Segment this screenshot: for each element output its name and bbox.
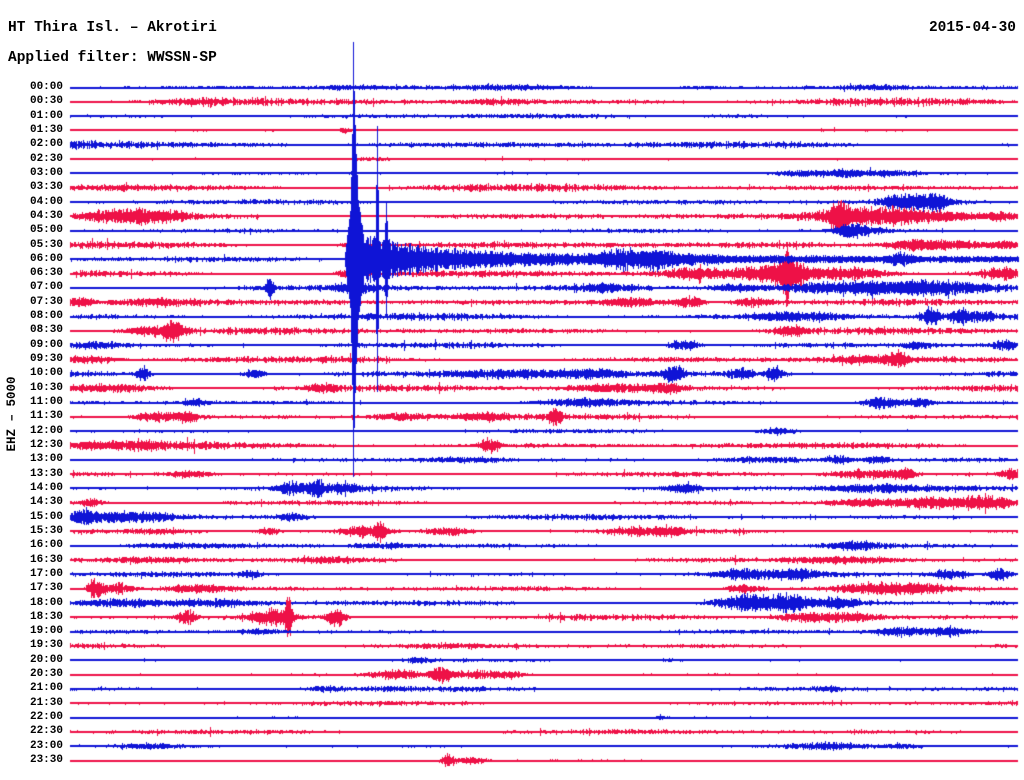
time-label: 03:00 — [29, 166, 63, 179]
time-label: 10:00 — [29, 367, 63, 380]
time-label: 12:30 — [29, 439, 63, 451]
time-label: 11:00 — [29, 396, 63, 409]
time-label: 09:00 — [29, 338, 63, 351]
time-label: 17:00 — [29, 567, 63, 580]
time-label: 13:30 — [29, 467, 63, 480]
time-label: 15:30 — [29, 524, 63, 537]
time-label: 21:30 — [29, 696, 63, 709]
time-label: 22:00 — [29, 711, 63, 724]
time-label: 18:30 — [29, 610, 63, 623]
time-label: 16:30 — [29, 553, 63, 566]
time-label: 04:00 — [29, 195, 63, 208]
time-label: 17:30 — [29, 582, 63, 595]
time-label: 19:30 — [29, 639, 63, 652]
time-label: 14:00 — [29, 481, 63, 494]
time-label: 18:00 — [29, 596, 63, 609]
time-label: 19:00 — [29, 625, 63, 638]
time-label: 07:00 — [29, 281, 63, 294]
time-label: 16:00 — [29, 539, 63, 552]
time-label: 03:30 — [29, 181, 63, 194]
time-label: 20:30 — [29, 668, 63, 681]
date-label: 2015-04-30 — [928, 20, 1016, 36]
time-label: 05:30 — [29, 238, 63, 251]
time-label: 05:00 — [29, 224, 63, 237]
time-label: 07:30 — [29, 295, 63, 308]
time-label: 04:30 — [29, 209, 63, 222]
time-label: 20:00 — [29, 653, 63, 666]
filter-label: Applied filter: WWSSN-SP — [8, 50, 217, 66]
time-label: 21:00 — [29, 682, 63, 695]
time-label: 23:30 — [29, 754, 63, 767]
time-label: 00:30 — [29, 95, 63, 108]
time-label: 06:00 — [29, 252, 63, 265]
time-label: 08:30 — [29, 324, 63, 337]
time-label: 15:00 — [29, 510, 63, 523]
time-label: 02:00 — [29, 138, 63, 151]
time-label: 02:30 — [29, 152, 63, 165]
station-title: HT Thira Isl. – Akrotiri — [8, 20, 217, 36]
time-label: 14:30 — [29, 496, 63, 509]
time-label: 11:30 — [29, 410, 63, 423]
time-label: 09:30 — [29, 353, 63, 366]
time-label: 22:30 — [29, 725, 63, 738]
time-label: 23:00 — [29, 739, 63, 752]
time-label: 01:00 — [29, 109, 63, 122]
time-label: 00:00 — [29, 81, 63, 93]
time-label: 01:30 — [29, 123, 63, 136]
time-label: 12:00 — [29, 424, 63, 437]
time-label: 10:30 — [29, 381, 63, 394]
time-label: 13:00 — [29, 453, 63, 466]
time-label: 06:30 — [29, 267, 63, 280]
time-label: 08:00 — [29, 310, 63, 323]
